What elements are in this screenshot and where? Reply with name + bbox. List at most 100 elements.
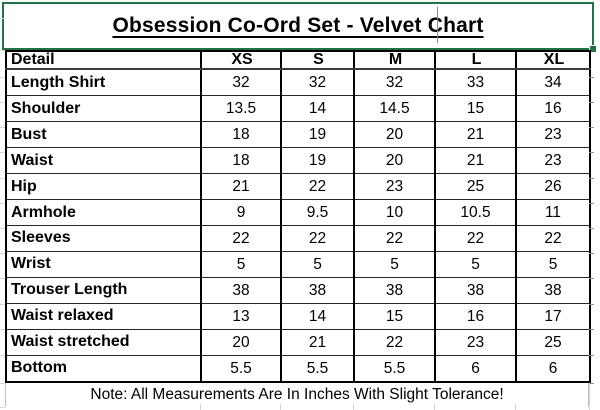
value-cell[interactable]: 5.5 (200, 354, 282, 383)
value-cell[interactable]: 20 (353, 147, 436, 175)
value-cell[interactable]: 10 (353, 199, 436, 226)
value-cell[interactable]: 20 (200, 328, 282, 356)
text-cursor (437, 7, 438, 43)
row-label[interactable]: Hip (5, 173, 202, 201)
row-label[interactable]: Length Shirt (5, 68, 202, 97)
value-cell[interactable]: 23 (515, 121, 591, 149)
value-cell[interactable]: 26 (515, 173, 591, 201)
value-cell[interactable]: 20 (353, 121, 436, 149)
value-cell[interactable]: 25 (434, 173, 517, 201)
value-cell[interactable]: 13.5 (200, 95, 282, 123)
value-cell[interactable]: 22 (434, 224, 517, 252)
table-row: Armhole 9 9.5 10 10.5 11 (5, 199, 591, 226)
value-cell[interactable]: 21 (434, 147, 517, 175)
value-cell[interactable]: 10.5 (434, 199, 517, 226)
value-cell[interactable]: 14 (280, 302, 355, 330)
gridline-stub (0, 278, 5, 279)
column-header-s[interactable]: S (280, 50, 355, 70)
gridline-stub (589, 253, 594, 254)
gridline-stub (353, 404, 354, 410)
column-header-xs[interactable]: XS (200, 50, 282, 70)
value-cell[interactable]: 34 (515, 68, 591, 97)
value-cell[interactable]: 5.5 (280, 354, 355, 383)
value-cell[interactable]: 23 (515, 147, 591, 175)
gridline-stub (589, 304, 594, 305)
value-cell[interactable]: 22 (353, 328, 436, 356)
row-label[interactable]: Shoulder (5, 95, 202, 123)
value-cell[interactable]: 6 (434, 354, 517, 383)
gridline-stub (0, 152, 5, 153)
value-cell[interactable]: 38 (434, 276, 517, 304)
gridline-stub (0, 304, 5, 305)
value-cell[interactable]: 25 (515, 328, 591, 356)
gridline-stub (434, 404, 435, 410)
table-row: Trouser Length 38 38 38 38 38 (5, 276, 591, 304)
row-label[interactable]: Waist stretched (5, 328, 202, 356)
row-label[interactable]: Armhole (5, 199, 202, 226)
value-cell[interactable]: 11 (515, 199, 591, 226)
row-label[interactable]: Waist (5, 147, 202, 175)
value-cell[interactable]: 13 (200, 302, 282, 330)
value-cell[interactable]: 14.5 (353, 95, 436, 123)
gridline-stub (589, 278, 594, 279)
gridline-stub (200, 404, 201, 410)
value-cell[interactable]: 23 (353, 173, 436, 201)
gridline-stub (589, 383, 594, 384)
value-cell[interactable]: 22 (280, 173, 355, 201)
value-cell[interactable]: 15 (434, 95, 517, 123)
value-cell[interactable]: 18 (200, 147, 282, 175)
value-cell[interactable]: 5 (280, 250, 355, 278)
value-cell[interactable]: 21 (280, 328, 355, 356)
value-cell[interactable]: 33 (434, 68, 517, 97)
value-cell[interactable]: 38 (353, 276, 436, 304)
value-cell[interactable]: 38 (515, 276, 591, 304)
column-header-m[interactable]: M (353, 50, 436, 70)
value-cell[interactable]: 5.5 (353, 354, 436, 383)
note-row: Note: All Measurements Are In Inches Wit… (5, 383, 589, 407)
value-cell[interactable]: 32 (353, 68, 436, 97)
value-cell[interactable]: 9.5 (280, 199, 355, 226)
selection-fill-handle[interactable] (589, 45, 597, 53)
column-header-detail[interactable]: Detail (5, 50, 202, 70)
value-cell[interactable]: 5 (515, 250, 591, 278)
value-cell[interactable]: 5 (353, 250, 436, 278)
value-cell[interactable]: 23 (434, 328, 517, 356)
value-cell[interactable]: 17 (515, 302, 591, 330)
value-cell[interactable]: 22 (200, 224, 282, 252)
gridline-stub (0, 178, 5, 179)
row-label[interactable]: Bust (5, 121, 202, 149)
row-label[interactable]: Wrist (5, 250, 202, 278)
value-cell[interactable]: 19 (280, 147, 355, 175)
gridline-stub (0, 102, 5, 103)
value-cell[interactable]: 15 (353, 302, 436, 330)
column-header-l[interactable]: L (434, 50, 517, 70)
value-cell[interactable]: 22 (515, 224, 591, 252)
row-label[interactable]: Trouser Length (5, 276, 202, 304)
row-label[interactable]: Waist relaxed (5, 302, 202, 330)
value-cell[interactable]: 21 (434, 121, 517, 149)
value-cell[interactable]: 6 (515, 354, 591, 383)
value-cell[interactable]: 21 (200, 173, 282, 201)
value-cell[interactable]: 32 (200, 68, 282, 97)
value-cell[interactable]: 22 (280, 224, 355, 252)
value-cell[interactable]: 38 (200, 276, 282, 304)
title-cell[interactable]: Obsession Co-Ord Set - Velvet Chart (2, 2, 594, 50)
header-row: Detail XS S M L XL (5, 50, 591, 70)
value-cell[interactable]: 18 (200, 121, 282, 149)
value-cell[interactable]: 16 (515, 95, 591, 123)
value-cell[interactable]: 5 (434, 250, 517, 278)
value-cell[interactable]: 38 (280, 276, 355, 304)
table-row: Waist stretched 20 21 22 23 25 (5, 328, 591, 356)
value-cell[interactable]: 9 (200, 199, 282, 226)
value-cell[interactable]: 14 (280, 95, 355, 123)
gridline-stub (589, 203, 594, 204)
value-cell[interactable]: 19 (280, 121, 355, 149)
value-cell[interactable]: 16 (434, 302, 517, 330)
value-cell[interactable]: 5 (200, 250, 282, 278)
value-cell[interactable]: 32 (280, 68, 355, 97)
value-cell[interactable]: 22 (353, 224, 436, 252)
row-label[interactable]: Bottom (5, 354, 202, 383)
table-row: Bottom 5.5 5.5 5.5 6 6 (5, 354, 591, 383)
column-header-xl[interactable]: XL (515, 50, 591, 70)
row-label[interactable]: Sleeves (5, 224, 202, 252)
